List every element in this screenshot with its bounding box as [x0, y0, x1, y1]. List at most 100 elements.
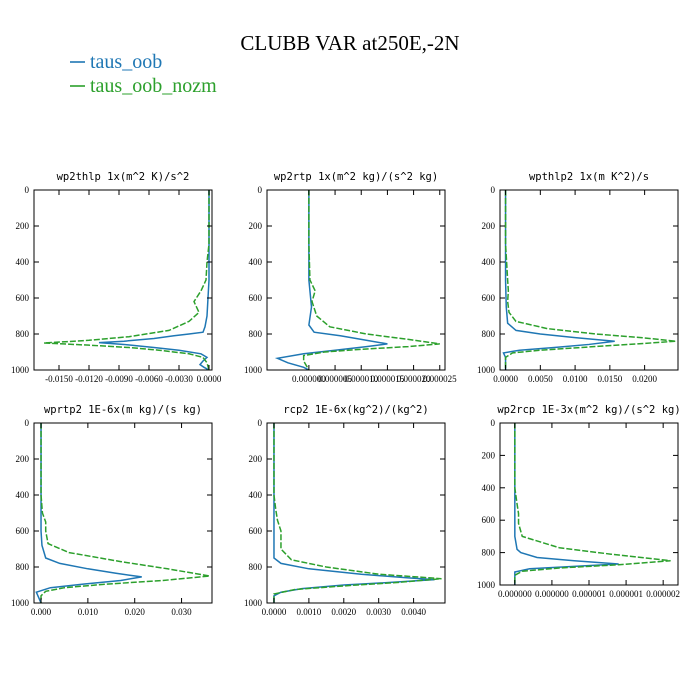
- x-tick-label: 0.000005: [318, 374, 352, 384]
- y-tick-label: 200: [249, 221, 263, 231]
- x-tick-label: 0.0000: [493, 374, 518, 384]
- x-tick-label: -0.0150: [45, 374, 73, 384]
- y-tick-label: 200: [249, 454, 263, 464]
- plot-frame: [33, 189, 213, 371]
- x-tick-label: 0.000: [31, 607, 52, 617]
- panel-title: wp2thlp 1x(m^2 K)/s^2: [57, 171, 190, 183]
- x-tick-label: 0.010: [78, 607, 99, 617]
- y-tick-label: 600: [16, 293, 30, 303]
- y-tick-label: 1000: [11, 365, 30, 375]
- series-line-taus_oob: [502, 190, 615, 370]
- plot-frame: [499, 189, 679, 371]
- y-tick-label: 600: [249, 526, 263, 536]
- x-tick-label: 0.000001: [609, 589, 643, 599]
- series-line-taus_oob: [98, 190, 210, 370]
- x-tick-label: 0.0200: [632, 374, 657, 384]
- legend: taus_oob taus_oob_nozm: [70, 51, 217, 97]
- plot-frame: [33, 422, 213, 604]
- series-line-taus_oob: [35, 423, 142, 603]
- y-tick-label: 0: [258, 418, 263, 428]
- x-tick-label: 0.000000: [535, 589, 569, 599]
- panel-title: wprtp2 1E-6x(m kg)/(s kg): [44, 404, 202, 416]
- y-tick-label: 400: [16, 257, 30, 267]
- series-line-taus_oob_nozm: [514, 423, 671, 585]
- y-tick-label: 1000: [477, 580, 496, 590]
- y-tick-label: 400: [249, 257, 263, 267]
- y-tick-label: 0: [258, 185, 263, 195]
- x-tick-label: 0.000020: [397, 374, 431, 384]
- y-tick-label: 800: [249, 562, 263, 572]
- y-tick-label: 800: [16, 562, 30, 572]
- panel-title: wp2rcp 1E-3x(m^2 kg)/(s^2 kg): [497, 404, 680, 416]
- x-tick-label: 0.0000: [262, 607, 287, 617]
- x-tick-label: 0.000000: [292, 374, 326, 384]
- figure-title: CLUBB VAR at250E,-2N: [240, 31, 459, 55]
- series-line-taus_oob: [273, 423, 435, 603]
- series-line-taus_oob_nozm: [40, 423, 210, 603]
- y-tick-label: 600: [249, 293, 263, 303]
- series-line-taus_oob_nozm: [302, 190, 440, 370]
- x-tick-label: 0.000015: [371, 374, 405, 384]
- chart-panel-3: wpthlp2 1x(m K^2)/s020040060080010000.00…: [477, 171, 679, 384]
- x-tick-label: 0.0150: [597, 374, 622, 384]
- x-tick-label: -0.0060: [135, 374, 163, 384]
- chart-panel-4: wprtp2 1E-6x(m kg)/(s kg) 0 200 400 600 800 10…: [11, 404, 213, 617]
- y-tick-label: 200: [482, 221, 496, 231]
- y-tick-label: 800: [482, 548, 496, 558]
- x-tick-label: 0.030: [171, 607, 192, 617]
- panel-title: wpthlp2 1x(m K^2)/s: [529, 171, 649, 183]
- y-tick-label: 0: [25, 418, 30, 428]
- y-tick-label: 200: [482, 450, 496, 460]
- x-tick-label: 0.000000: [498, 589, 532, 599]
- legend-label-taus_oob: taus_oob: [90, 51, 162, 73]
- x-tick-label: 0.0100: [563, 374, 588, 384]
- chart-panel-2: wp2rtp 1x(m^2 kg)/(s^2 kg) 0 200 400 600 800 1…: [244, 171, 457, 384]
- y-tick-label: 200: [16, 221, 30, 231]
- x-tick-label: 0.0000: [197, 374, 222, 384]
- x-tick-label: 0.000025: [423, 374, 457, 384]
- series-line-taus_oob_nozm: [273, 423, 442, 603]
- x-tick-label: 0.000002: [646, 589, 680, 599]
- y-tick-label: 600: [482, 515, 496, 525]
- chart-panels: wp2thlp 1x(m^2 K)/s^2 0 200 400 600 800 1000 -0…: [11, 171, 681, 617]
- y-tick-label: 800: [249, 329, 263, 339]
- chart-panel-5: rcp2 1E-6x(kg^2)/(kg^2) 0 200 400 600 800 1000…: [244, 404, 446, 617]
- x-tick-label: -0.0120: [75, 374, 103, 384]
- y-tick-label: 0: [25, 185, 30, 195]
- x-tick-label: 0.020: [125, 607, 146, 617]
- x-tick-label: -0.0090: [105, 374, 133, 384]
- y-tick-label: 600: [482, 293, 496, 303]
- x-tick-label: 0.0050: [528, 374, 553, 384]
- y-tick-label: 1000: [244, 598, 263, 608]
- legend-label-taus_oob_nozm: taus_oob_nozm: [90, 75, 217, 97]
- x-tick-label: 0.0010: [297, 607, 322, 617]
- y-tick-label: 400: [16, 490, 30, 500]
- plot-frame: [266, 422, 446, 604]
- x-tick-label: 0.000010: [344, 374, 378, 384]
- panel-title: wp2rtp 1x(m^2 kg)/(s^2 kg): [274, 171, 438, 183]
- y-tick-label: 0: [491, 418, 496, 428]
- y-tick-label: 0: [491, 185, 496, 195]
- y-tick-label: 200: [16, 454, 30, 464]
- plot-frame: [499, 422, 679, 586]
- panel-title: rcp2 1E-6x(kg^2)/(kg^2): [283, 404, 428, 416]
- x-tick-label: 0.0030: [366, 607, 391, 617]
- x-tick-label: 0.000001: [572, 589, 606, 599]
- plot-frame: [266, 189, 446, 371]
- y-tick-label: 1000: [477, 365, 496, 375]
- y-tick-label: 400: [482, 483, 496, 493]
- x-tick-label: 0.0040: [401, 607, 426, 617]
- y-tick-label: 600: [16, 526, 30, 536]
- y-tick-label: 1000: [244, 365, 263, 375]
- y-tick-label: 800: [482, 329, 496, 339]
- x-tick-label: -0.0030: [165, 374, 193, 384]
- series-line-taus_oob_nozm: [43, 190, 210, 370]
- y-tick-label: 800: [16, 329, 30, 339]
- series-line-taus_oob: [274, 190, 388, 370]
- chart-panel-1: wp2thlp 1x(m^2 K)/s^2 0 200 400 600 800 1000 -0…: [11, 171, 222, 384]
- series-line-taus_oob: [514, 423, 619, 585]
- y-tick-label: 1000: [11, 598, 30, 608]
- x-tick-label: 0.0020: [331, 607, 356, 617]
- chart-panel-6: wp2rcp 1E-3x(m^2 kg)/(s^2 kg)0 200 400 600 8…: [477, 404, 681, 599]
